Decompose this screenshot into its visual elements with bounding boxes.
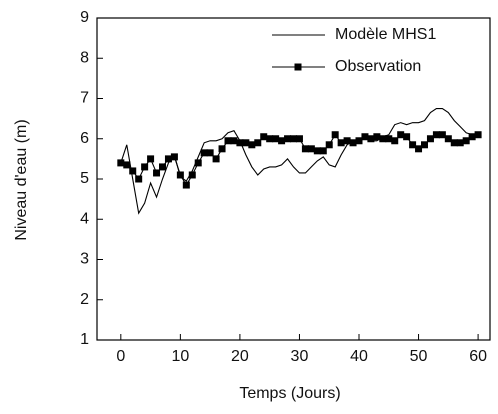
marker — [141, 163, 149, 171]
marker — [337, 139, 345, 147]
marker — [438, 131, 446, 139]
marker — [129, 167, 137, 175]
marker — [367, 135, 375, 143]
marker — [397, 131, 405, 139]
marker — [307, 145, 315, 153]
marker — [164, 155, 172, 163]
marker — [343, 137, 351, 145]
marker — [266, 135, 274, 143]
marker — [159, 163, 166, 171]
marker — [206, 149, 214, 157]
marker — [230, 137, 238, 145]
marker — [260, 133, 268, 141]
marker — [426, 135, 434, 143]
marker — [355, 137, 363, 145]
marker — [295, 135, 303, 143]
y-tick-label: 6 — [80, 130, 89, 147]
marker — [200, 149, 208, 157]
marker — [170, 153, 178, 161]
marker — [456, 139, 464, 147]
marker — [290, 135, 297, 143]
x-tick-label: 0 — [116, 348, 125, 365]
marker — [248, 141, 256, 149]
x-tick-label: 50 — [410, 348, 428, 365]
marker — [153, 169, 161, 177]
marker — [421, 141, 428, 149]
marker — [123, 161, 131, 169]
marker — [415, 145, 423, 153]
x-tick-label: 10 — [171, 348, 189, 365]
marker — [474, 131, 482, 139]
marker — [313, 147, 321, 155]
marker — [182, 181, 190, 189]
marker — [212, 155, 220, 163]
y-tick-label: 9 — [80, 9, 89, 26]
x-tick-label: 40 — [350, 348, 368, 365]
marker — [462, 137, 470, 145]
marker — [135, 175, 143, 183]
marker — [218, 145, 226, 153]
x-tick-label: 20 — [231, 348, 249, 365]
y-tick-label: 3 — [80, 251, 89, 268]
legend-marker — [294, 63, 302, 71]
y-tick-label: 2 — [80, 291, 89, 308]
marker — [432, 131, 440, 139]
marker — [236, 139, 244, 147]
marker — [301, 145, 309, 153]
y-tick-label: 4 — [80, 210, 89, 227]
marker — [254, 139, 262, 147]
y-tick-label: 5 — [80, 170, 89, 187]
marker — [444, 135, 452, 143]
legend-label: Modèle MHS1 — [335, 26, 436, 43]
marker — [385, 135, 393, 143]
marker — [242, 139, 250, 147]
marker — [272, 135, 280, 143]
marker — [147, 155, 155, 163]
marker — [194, 159, 202, 167]
plot-frame — [96, 17, 491, 341]
marker — [325, 141, 333, 149]
x-axis-label: Temps (Jours) — [239, 385, 340, 402]
marker — [278, 137, 286, 145]
marker — [284, 135, 292, 143]
marker — [319, 147, 327, 155]
marker — [391, 137, 399, 145]
y-tick-label: 7 — [80, 90, 89, 107]
marker — [361, 133, 369, 141]
series-line — [120, 108, 473, 215]
marker — [468, 133, 476, 141]
marker — [188, 171, 196, 179]
y-axis-label: Niveau d'eau (m) — [13, 119, 30, 240]
y-tick-label: 8 — [80, 49, 89, 66]
x-tick-label: 60 — [469, 348, 487, 365]
marker — [379, 135, 387, 143]
x-tick-label: 30 — [291, 348, 309, 365]
marker — [373, 133, 381, 141]
legend-label: Observation — [335, 58, 421, 75]
marker — [409, 141, 417, 149]
marker — [176, 171, 184, 179]
marker — [331, 131, 339, 139]
marker — [403, 133, 411, 141]
marker — [224, 137, 232, 145]
marker — [117, 159, 125, 167]
marker — [349, 139, 357, 147]
marker — [450, 139, 458, 147]
y-tick-label: 1 — [80, 331, 89, 348]
